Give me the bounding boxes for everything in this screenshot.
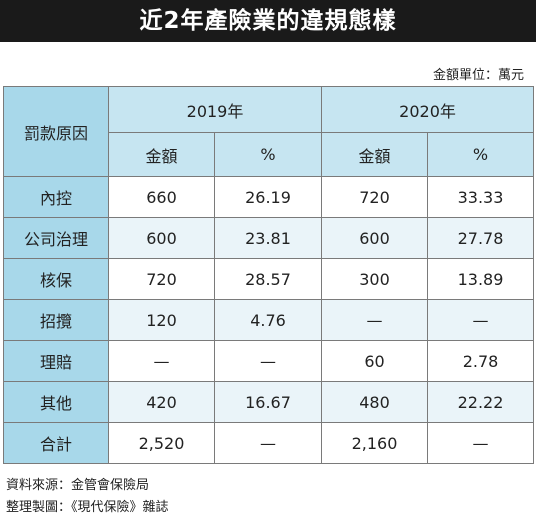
sub-header-amount: 金額 <box>321 132 429 177</box>
row-reason: 核保 <box>3 258 109 300</box>
violations-table: 罰款原因 2019年 2020年 金額 % 金額 % 內控 660 26.19 720… <box>3 86 535 464</box>
percent-cell: — <box>213 340 323 382</box>
row-reason: 公司治理 <box>3 217 109 259</box>
percent-cell: 26.19 <box>213 176 323 218</box>
row-reason: 其他 <box>3 381 109 423</box>
compiled-note: 整理製圖：《現代保險》雜誌 <box>6 500 169 515</box>
row-reason: 內控 <box>3 176 109 218</box>
year-header: 2019年 <box>107 86 323 133</box>
percent-cell: 4.76 <box>213 299 323 341</box>
amount-cell: 2,160 <box>321 422 429 464</box>
percent-cell: 2.78 <box>427 340 535 382</box>
amount-cell: — <box>108 340 215 382</box>
amount-cell: 480 <box>321 381 429 423</box>
percent-cell: — <box>427 299 535 341</box>
table-row: 其他 420 16.67 480 22.22 <box>3 381 535 423</box>
percent-cell: 23.81 <box>213 217 323 259</box>
unit-note: 金額單位：萬元 <box>432 68 524 83</box>
table-row: 合計 2,520—2,160— <box>3 422 535 464</box>
percent-cell: — <box>213 422 323 464</box>
amount-cell: 60 <box>321 340 429 382</box>
percent-cell: 16.67 <box>213 381 323 423</box>
year-header: 2020年 <box>321 86 535 133</box>
source-note: 資料來源：金管會保險局 <box>6 478 150 493</box>
percent-cell: 28.57 <box>213 258 323 300</box>
row-reason: 合計 <box>3 422 109 464</box>
sub-header-percent: % <box>427 132 535 177</box>
amount-cell: 600 <box>321 217 429 259</box>
amount-cell: 600 <box>108 217 215 259</box>
amount-cell: 720 <box>321 176 429 218</box>
amount-cell: 420 <box>108 381 215 423</box>
table-row: 核保 720 28.57 300 13.89 <box>3 258 535 300</box>
table-row: 公司治理 600 23.81 600 27.78 <box>3 217 535 259</box>
amount-cell: 120 <box>108 299 215 341</box>
row-reason: 理賠 <box>3 340 109 382</box>
percent-cell: 22.22 <box>427 381 535 423</box>
amount-cell: — <box>321 299 429 341</box>
table-row: 招攬 120 4.76— — <box>3 299 535 341</box>
amount-cell: 660 <box>108 176 215 218</box>
percent-cell: 27.78 <box>427 217 535 259</box>
table-row: 理賠 — —60 2.78 <box>3 340 535 382</box>
amount-cell: 300 <box>321 258 429 300</box>
amount-cell: 720 <box>108 258 215 300</box>
percent-cell: — <box>427 422 535 464</box>
amount-cell: 2,520 <box>108 422 215 464</box>
percent-cell: 33.33 <box>427 176 535 218</box>
row-reason: 招攬 <box>3 299 109 341</box>
page-title: 近2年產險業的違規態樣 <box>0 0 536 42</box>
sub-header-percent: % <box>213 132 323 177</box>
sub-header-amount: 金額 <box>108 132 215 177</box>
table-row: 內控 660 26.19 720 33.33 <box>3 176 535 218</box>
percent-cell: 13.89 <box>427 258 535 300</box>
row-header-label: 罰款原因 <box>3 86 109 177</box>
